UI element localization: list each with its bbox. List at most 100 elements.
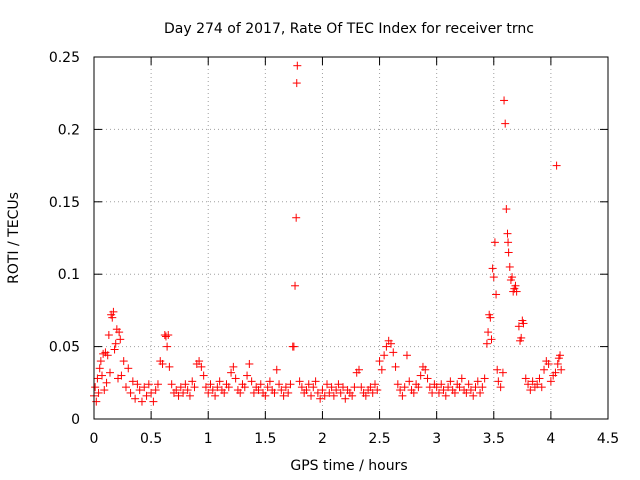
data-point (332, 386, 341, 395)
data-point (158, 359, 167, 368)
data-point (94, 388, 103, 397)
y-tick-label: 0.2 (58, 122, 80, 138)
data-point (295, 377, 304, 386)
y-tick-label: 0.25 (49, 50, 80, 66)
axis-ticks (93, 56, 609, 420)
data-point (165, 362, 174, 371)
x-tick-label: 1 (204, 431, 213, 447)
data-point (292, 79, 301, 88)
y-tick-label: 0.05 (49, 340, 80, 356)
data-point (279, 391, 288, 400)
data-point (197, 362, 206, 371)
data-point (147, 388, 156, 397)
x-tick-label: 2 (318, 431, 327, 447)
data-point (231, 374, 240, 383)
data-point (167, 380, 176, 389)
data-point (190, 383, 199, 392)
data-point (201, 383, 210, 392)
data-point (473, 377, 482, 386)
data-point (320, 391, 329, 400)
data-point (339, 383, 348, 392)
data-point (428, 388, 437, 397)
data-point (108, 313, 117, 322)
data-point (151, 386, 160, 395)
data-point (277, 386, 286, 395)
data-point (504, 248, 513, 257)
data-point (97, 371, 106, 380)
data-point (380, 351, 389, 360)
data-point (368, 388, 377, 397)
data-point (261, 391, 270, 400)
data-point (183, 386, 192, 395)
data-point (208, 386, 217, 395)
data-point (229, 362, 238, 371)
data-point (124, 364, 133, 373)
data-point (441, 391, 450, 400)
data-point (110, 345, 119, 354)
x-axis-label: GPS time / hours (290, 458, 407, 474)
data-point (172, 386, 181, 395)
data-point (492, 290, 501, 299)
data-point (504, 238, 513, 247)
data-point (487, 335, 496, 344)
data-point (557, 365, 566, 374)
x-tick-label: 0 (90, 431, 99, 447)
data-point (517, 333, 526, 342)
data-point (100, 386, 109, 395)
x-tick-label: 3.5 (483, 431, 505, 447)
data-point (329, 391, 338, 400)
data-point (286, 380, 295, 389)
y-tick-label: 0 (71, 412, 80, 428)
data-point (375, 357, 384, 366)
x-tick-label: 4 (546, 431, 555, 447)
data-point (96, 357, 105, 366)
data-point (327, 383, 336, 392)
data-point (174, 391, 183, 400)
data-point (281, 383, 290, 392)
data-point (416, 371, 425, 380)
data-point (373, 386, 382, 395)
data-point (524, 380, 533, 389)
data-point (249, 388, 258, 397)
data-point (311, 377, 320, 386)
x-tick-label: 2.5 (368, 431, 390, 447)
data-point (434, 388, 443, 397)
data-point (526, 386, 535, 395)
data-point (348, 391, 357, 400)
x-tick-label: 3 (432, 431, 441, 447)
data-point (489, 273, 498, 282)
data-point (265, 377, 274, 386)
data-point (334, 380, 343, 389)
data-point (551, 368, 560, 377)
data-point (199, 371, 208, 380)
data-point (437, 380, 446, 389)
data-point (341, 394, 350, 403)
x-tick-label: 0.5 (140, 431, 162, 447)
data-point (289, 342, 298, 351)
data-point (432, 383, 441, 392)
data-points (90, 61, 566, 406)
data-point (117, 371, 126, 380)
data-point (116, 335, 125, 344)
data-point (95, 364, 104, 373)
data-point (103, 351, 112, 360)
data-point (135, 386, 144, 395)
data-point (275, 380, 284, 389)
data-point (425, 383, 434, 392)
data-point (236, 388, 245, 397)
y-tick-label: 0.15 (49, 195, 80, 211)
data-point (512, 287, 521, 296)
data-point (503, 229, 512, 238)
data-point (508, 273, 517, 282)
data-point (455, 383, 464, 392)
data-point (164, 331, 173, 340)
data-point (302, 386, 311, 395)
data-point (500, 96, 509, 105)
data-point (391, 362, 400, 371)
data-point (389, 348, 398, 357)
data-point (498, 368, 507, 377)
y-tick-label: 0.1 (58, 267, 80, 283)
data-point (556, 351, 565, 360)
data-point (245, 359, 254, 368)
data-point (254, 386, 263, 395)
